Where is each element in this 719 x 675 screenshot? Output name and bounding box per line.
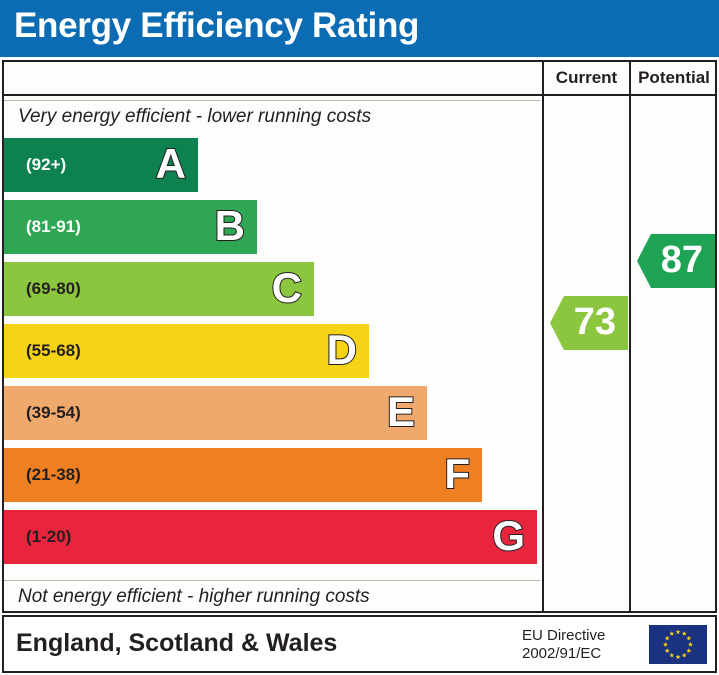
band-letter-c: C — [271, 263, 303, 312]
column-divider-current — [542, 96, 544, 611]
band-letter-f: F — [443, 449, 471, 498]
band-c: (69-80) C — [4, 262, 314, 316]
page-title: Energy Efficiency Rating — [14, 6, 420, 45]
band-letter-e: E — [386, 387, 416, 436]
caption-inefficient: Not energy efficient - higher running co… — [18, 586, 370, 607]
band-letter-a: A — [155, 139, 187, 188]
caption-rule-top — [4, 100, 540, 101]
eu-directive-line-2: 2002/91/EC — [522, 645, 602, 662]
rating-potential: 87 — [637, 234, 715, 288]
eu-directive-text: EU Directive 2002/91/EC — [522, 627, 642, 663]
band-a: (92+) A — [4, 138, 198, 192]
band-g: (1-20) G — [4, 510, 537, 564]
band-b: (81-91) B — [4, 200, 257, 254]
eu-directive-line-1: EU Directive — [522, 627, 606, 644]
band-list: (92+) A (81-91) B (69-80) C (55-68) D (39-54) E (2… — [4, 138, 540, 578]
rating-grid: Current Potential Very energy efficient … — [2, 60, 717, 613]
band-letter-b: B — [214, 201, 246, 250]
band-e: (39-54) E — [4, 386, 427, 440]
band-range-f: (21-38) — [26, 465, 81, 484]
band-letter-d: D — [326, 325, 358, 374]
caption-rule-bottom — [4, 580, 540, 581]
caption-efficient: Very energy efficient - lower running co… — [18, 106, 372, 127]
band-range-d: (55-68) — [26, 341, 81, 360]
rating-current: 73 — [550, 296, 628, 350]
band-range-e: (39-54) — [26, 403, 81, 422]
footer-region-label: England, Scotland & Wales — [16, 629, 338, 657]
band-range-a: (92+) — [26, 155, 67, 174]
footer: England, Scotland & Wales EU Directive 2… — [2, 615, 717, 673]
eu-flag-icon — [649, 625, 707, 664]
band-range-g: (1-20) — [26, 527, 72, 546]
grid-header-row: Current Potential — [4, 62, 715, 96]
rating-value-current: 73 — [573, 301, 616, 343]
band-d: (55-68) D — [4, 324, 369, 378]
column-header-potential: Potential — [629, 62, 717, 94]
band-range-b: (81-91) — [26, 217, 81, 236]
band-letter-g: G — [491, 511, 526, 560]
band-range-c: (69-80) — [26, 279, 81, 298]
title-bar: Energy Efficiency Rating — [0, 0, 719, 57]
band-f: (21-38) F — [4, 448, 482, 502]
rating-value-potential: 87 — [660, 239, 703, 281]
column-header-current: Current — [542, 62, 629, 94]
column-divider-potential — [629, 96, 631, 611]
